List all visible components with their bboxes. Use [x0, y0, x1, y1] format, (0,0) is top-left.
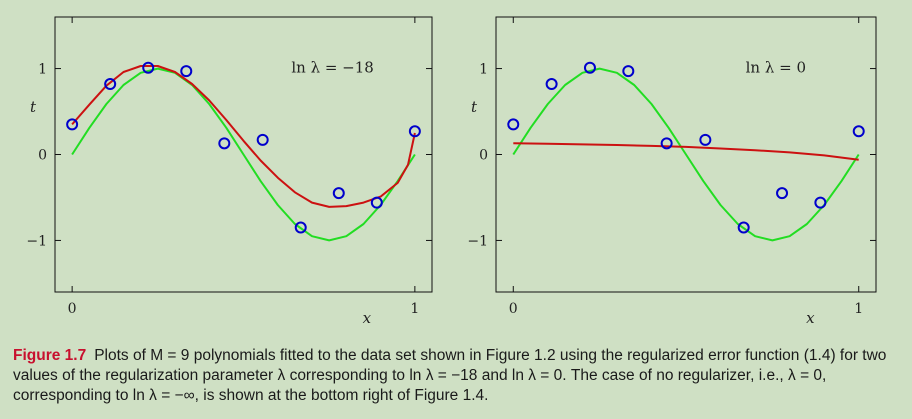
data-point: [660, 137, 673, 150]
data-point: [218, 137, 231, 150]
lambda-annotation: ln λ = 0: [746, 59, 806, 77]
y-axis-label: t: [471, 98, 478, 116]
panel-right: −1 0 1 0 1 t x ln λ = 0: [467, 16, 877, 327]
data-point: [622, 65, 635, 78]
y-tick-label: −1: [467, 233, 488, 249]
y-tick-label: 0: [479, 148, 488, 164]
figure-plots: −1 0 1 0 1 t x ln λ = −18 −1 0 1 0 1 t x ln λ = 0: [26, 16, 877, 327]
x-tick-label: 1: [854, 301, 863, 317]
sine-curve: [512, 67, 860, 242]
data-point: [370, 196, 383, 209]
data-point: [180, 65, 193, 78]
x-axis-label: x: [363, 309, 372, 327]
data-point: [142, 61, 155, 74]
x-tick-label: 1: [410, 301, 419, 317]
data-point: [256, 133, 269, 146]
caption-text: Plots of M = 9 polynomials fitted to the…: [13, 347, 887, 404]
data-point: [294, 221, 307, 234]
x-tick-label: 0: [68, 301, 77, 317]
data-point: [104, 78, 117, 91]
data-point: [583, 61, 596, 74]
data-point: [699, 133, 712, 146]
y-tick-label: 1: [479, 62, 488, 78]
data-point: [332, 187, 345, 200]
data-point: [776, 187, 789, 200]
y-tick-label: −1: [26, 233, 47, 249]
sine-curve: [71, 67, 416, 242]
y-tick-label: 1: [38, 62, 47, 78]
y-tick-label: 0: [38, 148, 47, 164]
lambda-annotation: ln λ = −18: [291, 59, 374, 77]
data-point: [852, 125, 865, 138]
x-axis-label: x: [806, 309, 815, 327]
data-point: [507, 118, 520, 131]
data-point: [814, 196, 827, 209]
panel-left: −1 0 1 0 1 t x ln λ = −18: [26, 16, 433, 327]
x-tick-label: 0: [509, 301, 518, 317]
figure-caption: Figure 1.7 Plots of M = 9 polynomials fit…: [13, 346, 901, 406]
data-point: [408, 125, 421, 138]
data-point: [545, 78, 558, 91]
fit-curve: [513, 142, 859, 161]
caption-label: Figure 1.7: [13, 347, 87, 364]
data-point: [66, 118, 79, 131]
data-point: [737, 221, 750, 234]
y-axis-label: t: [30, 98, 37, 116]
